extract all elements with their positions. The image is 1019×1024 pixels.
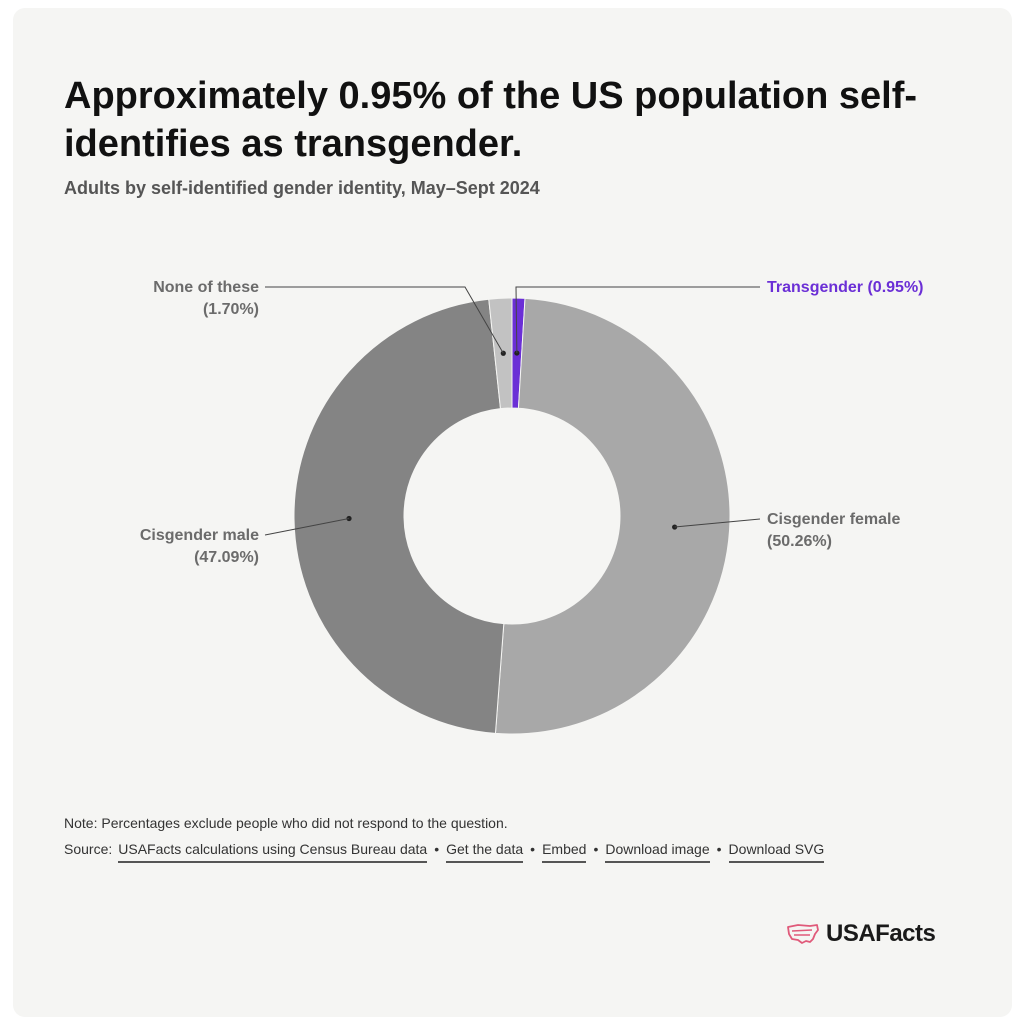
chart-title: Approximately 0.95% of the US population… xyxy=(64,75,918,165)
logo-text: USAFacts xyxy=(826,920,936,947)
get-data-link[interactable]: Get the data xyxy=(446,841,524,863)
callout-line-transgender xyxy=(515,286,760,354)
label-cisgender-male: Cisgender male xyxy=(140,527,259,544)
callout-line-cisgender-female xyxy=(674,518,761,528)
separator: • xyxy=(716,841,722,857)
download-image-link[interactable]: Download image xyxy=(605,841,710,863)
slice-none-of-these xyxy=(488,297,513,410)
value-label-none-of-these: (1.70%) xyxy=(203,301,259,318)
source-line: Source: USAFacts calculations using Cens… xyxy=(64,841,825,863)
usa-map-icon xyxy=(787,924,819,944)
source-prefix: Source: xyxy=(64,841,113,857)
label-transgender: Transgender (0.95%) xyxy=(767,279,924,296)
callout-line-none-of-these xyxy=(265,286,504,354)
value-label-cisgender-male: (47.09%) xyxy=(194,549,259,566)
slice-cisgender-female xyxy=(494,297,731,735)
callout-line-cisgender-male xyxy=(264,518,350,536)
chart-card xyxy=(13,8,1012,1017)
separator: • xyxy=(593,841,599,857)
download-svg-link[interactable]: Download SVG xyxy=(728,841,825,863)
callout-dot-cisgender-female xyxy=(672,524,678,530)
slice-cisgender-male xyxy=(293,298,505,734)
source-link[interactable]: USAFacts calculations using Census Burea… xyxy=(118,841,428,863)
donut-chart: Transgender (0.95%) Cisgender female (50.2… xyxy=(140,279,924,735)
chart-subtitle: Adults by self-identified gender identit… xyxy=(64,178,540,198)
embed-link[interactable]: Embed xyxy=(542,841,587,863)
chart-note: Note: Percentages exclude people who did… xyxy=(64,815,508,831)
value-label-cisgender-female: (50.26%) xyxy=(767,533,832,550)
label-cisgender-female: Cisgender female xyxy=(767,511,900,528)
label-none-of-these: None of these xyxy=(153,279,259,296)
separator: • xyxy=(530,841,536,857)
separator: • xyxy=(434,841,440,857)
usafacts-logo[interactable]: USAFacts xyxy=(786,920,936,948)
